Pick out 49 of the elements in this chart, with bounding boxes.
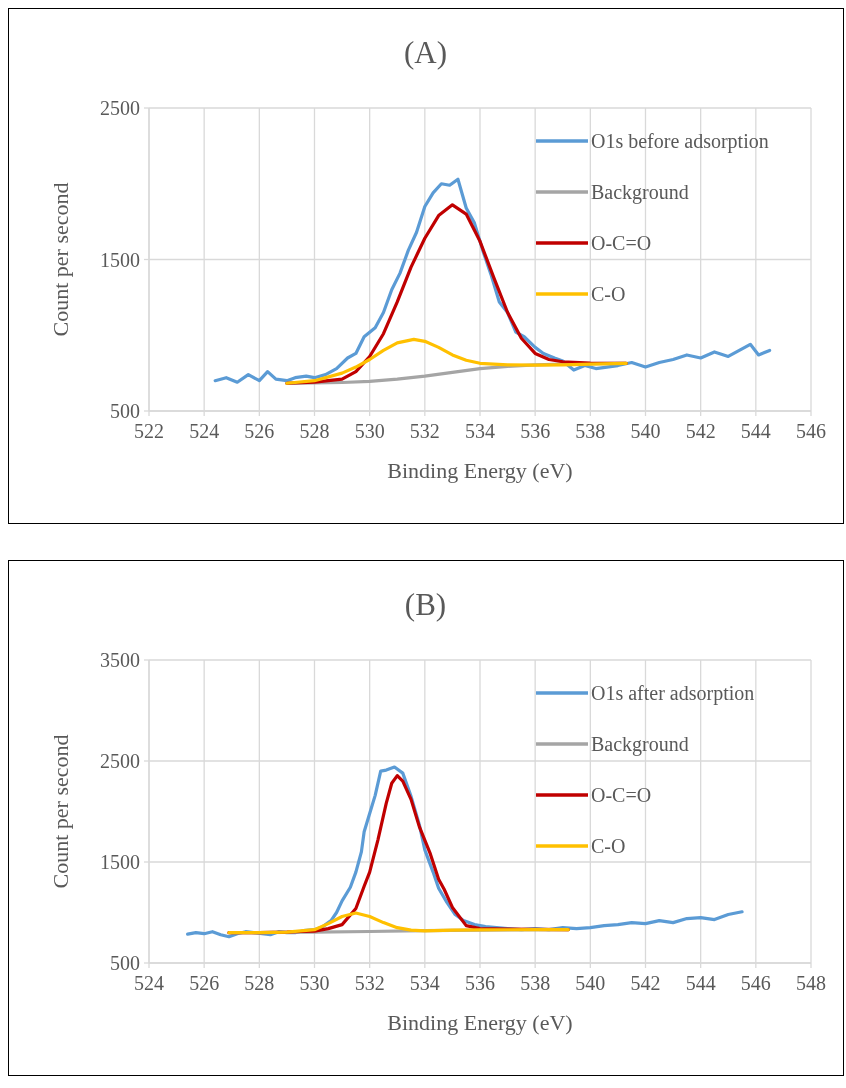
- x-tick-label: 536: [465, 972, 495, 994]
- y-tick-label: 500: [110, 952, 140, 974]
- x-axis-title: Binding Energy (eV): [387, 458, 573, 483]
- x-tick-label: 526: [244, 420, 275, 442]
- x-tick-label: 544: [740, 420, 771, 442]
- x-tick-label: 524: [189, 420, 220, 442]
- legend-label: O1s after adsorption: [591, 682, 755, 705]
- chart-title: (A): [403, 35, 448, 70]
- legend-label: O-C=O: [591, 784, 652, 806]
- legend-label: Background: [591, 181, 689, 204]
- x-tick-label: 538: [520, 972, 551, 994]
- y-axis-title: Count per second: [48, 734, 73, 889]
- y-tick-label: 2500: [100, 97, 140, 119]
- x-tick-label: 544: [685, 972, 716, 994]
- x-tick-label: 538: [575, 420, 606, 442]
- x-tick-label: 534: [409, 972, 440, 994]
- x-tick-label: 530: [354, 420, 385, 442]
- legend-label: O-C=O: [591, 232, 652, 254]
- x-tick-label: 542: [630, 972, 661, 994]
- legend-label: Background: [591, 733, 689, 756]
- x-tick-label: 528: [299, 420, 330, 442]
- x-tick-label: 532: [354, 972, 385, 994]
- y-tick-label: 2500: [100, 750, 140, 772]
- x-tick-label: 542: [685, 420, 716, 442]
- x-tick-label: 534: [465, 420, 495, 442]
- y-tick-label: 500: [110, 400, 140, 422]
- line-series: [227, 911, 570, 935]
- y-tick-label: 3500: [100, 649, 140, 671]
- legend-label: O1s before adsorption: [591, 130, 769, 153]
- x-tick-label: 522: [134, 420, 164, 442]
- chart-title: (B): [404, 587, 447, 622]
- y-axis-title: Count per second: [48, 182, 73, 337]
- legend-label: C-O: [591, 283, 626, 305]
- legend-label: C-O: [591, 835, 626, 857]
- y-tick-label: 1500: [100, 248, 140, 271]
- y-tick-label: 1500: [100, 851, 140, 873]
- x-tick-label: 528: [244, 972, 275, 994]
- x-tick-label: 526: [189, 972, 220, 994]
- x-tick-label: 540: [575, 972, 606, 994]
- line-series: [285, 337, 628, 385]
- x-tick-label: 540: [630, 420, 661, 442]
- x-tick-label: 536: [520, 420, 551, 442]
- x-tick-label: 524: [134, 972, 164, 994]
- x-tick-label: 530: [299, 972, 330, 994]
- x-tick-label: 548: [796, 972, 826, 994]
- x-tick-label: 546: [796, 420, 826, 442]
- x-axis-title: Binding Energy (eV): [387, 1010, 573, 1035]
- x-tick-label: 546: [740, 972, 771, 994]
- x-tick-label: 532: [409, 420, 440, 442]
